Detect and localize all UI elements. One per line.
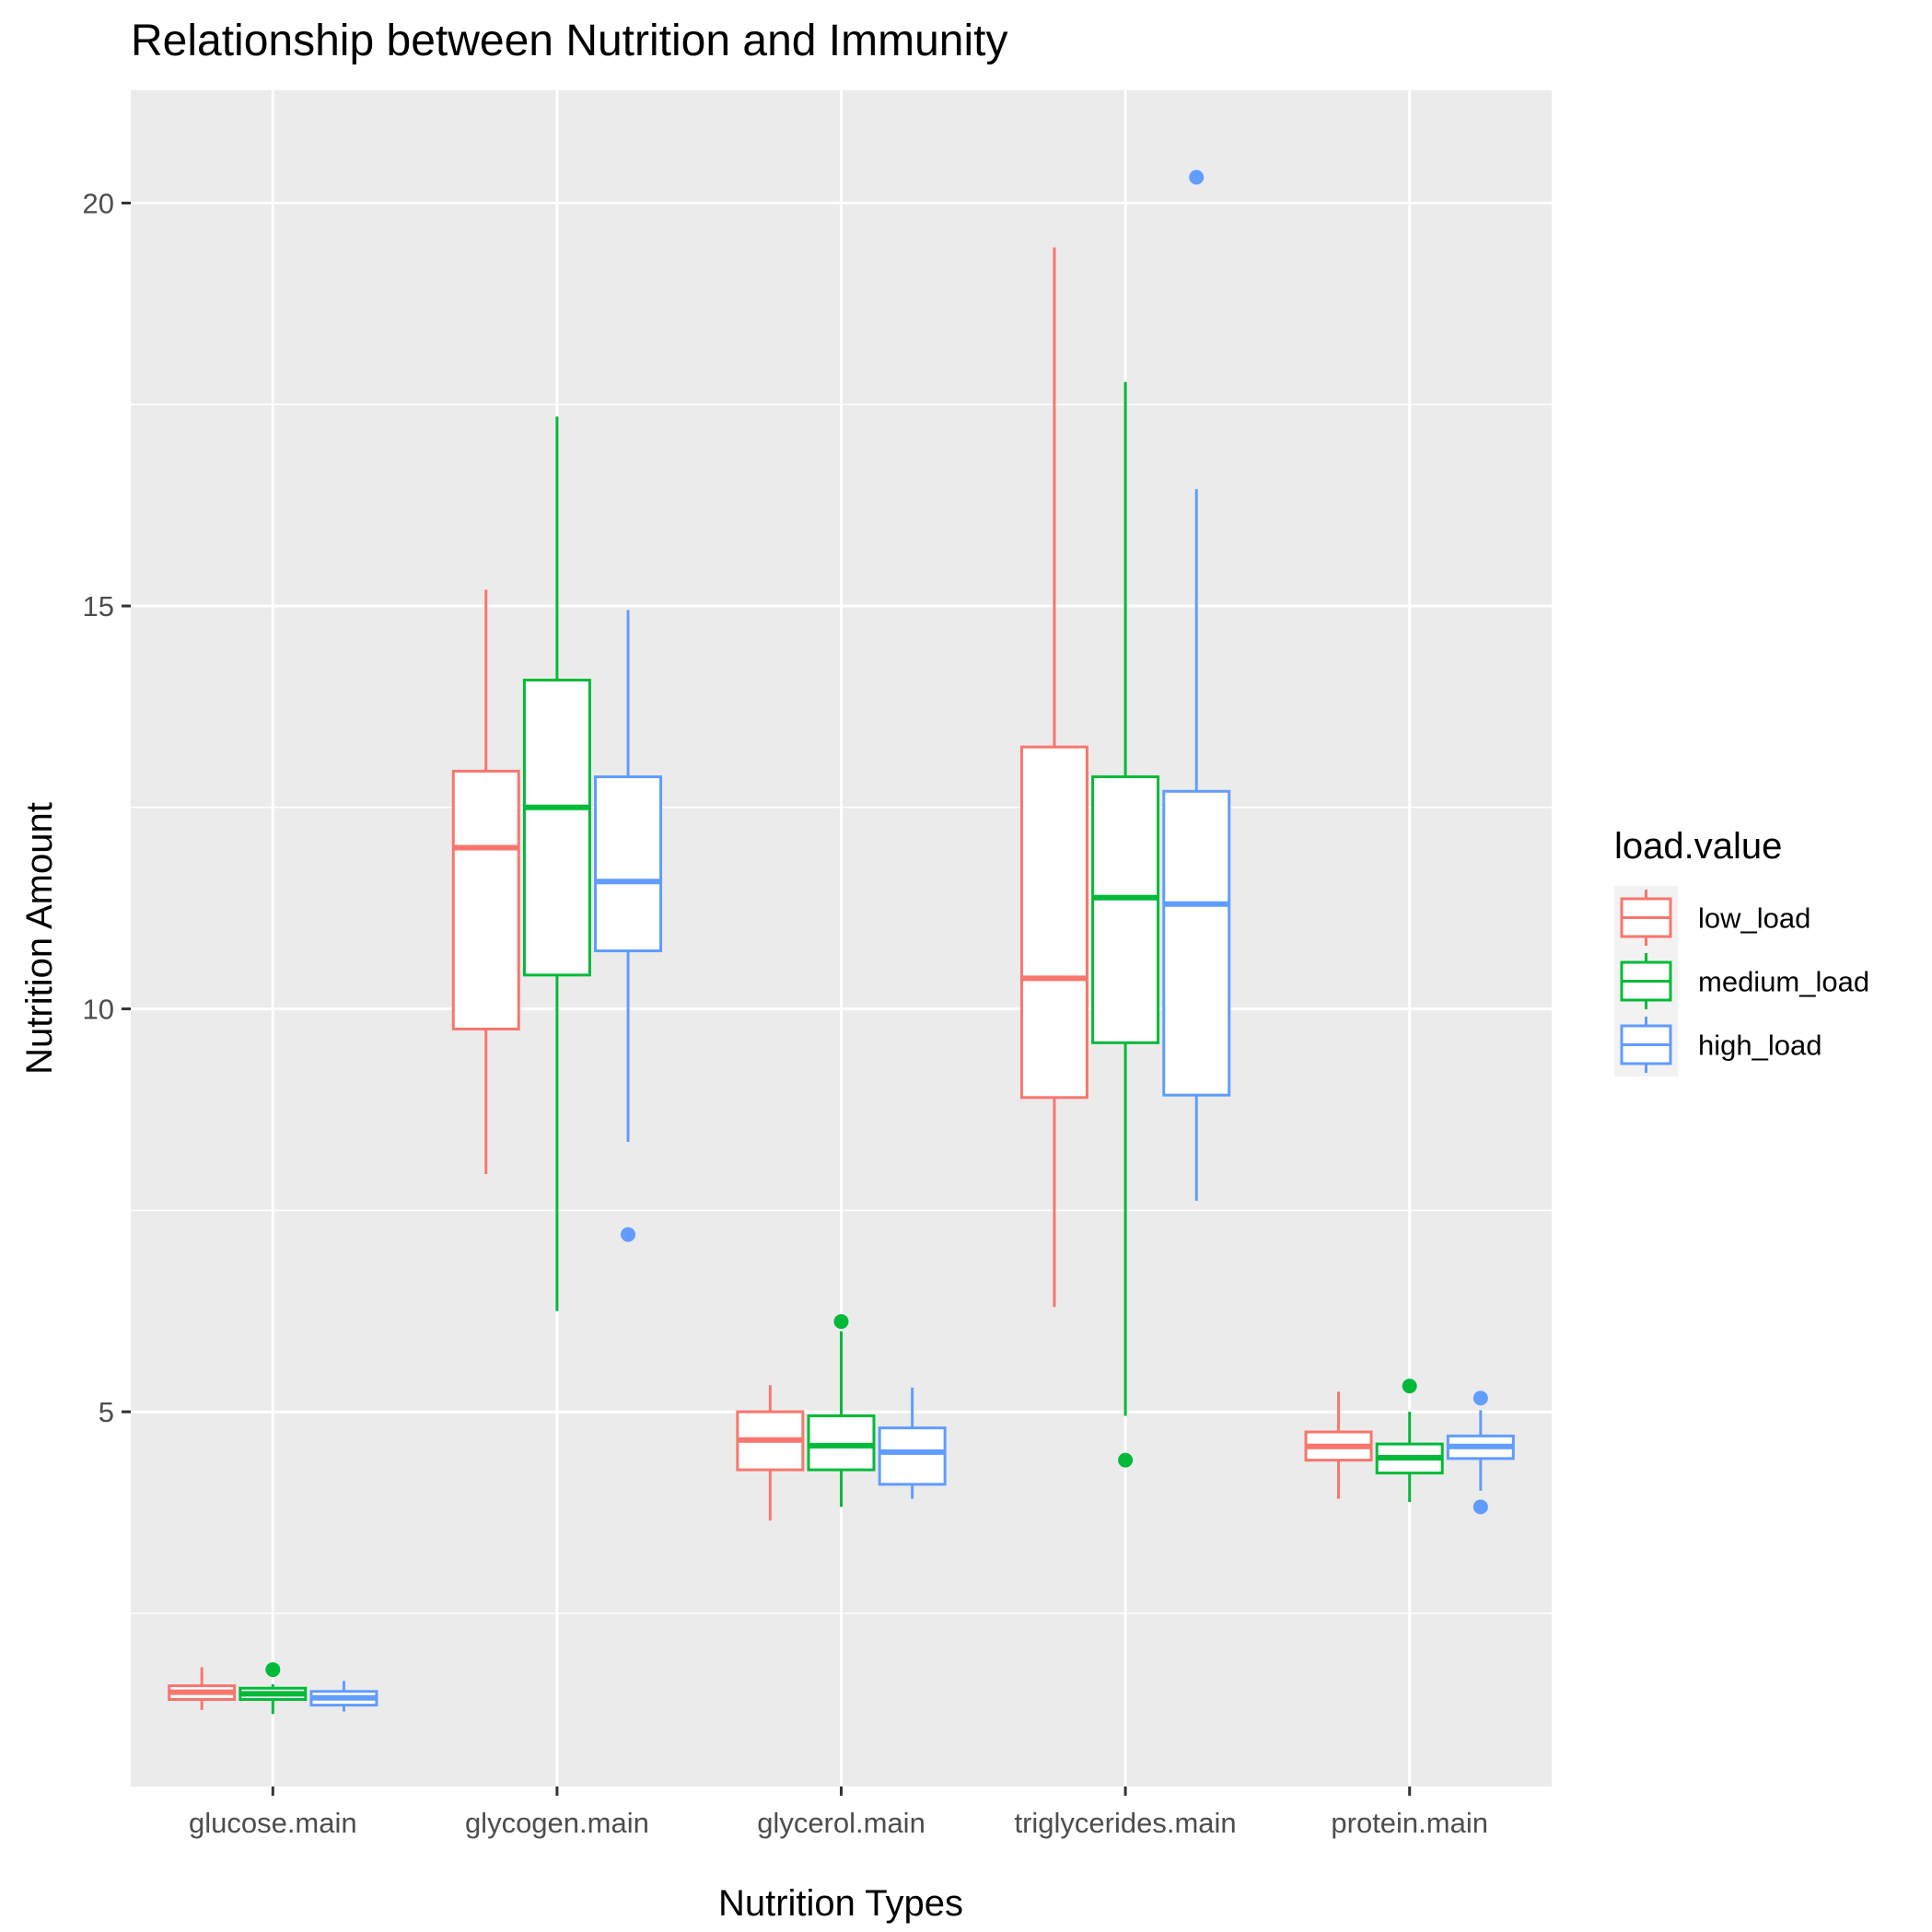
outlier-point (1472, 1499, 1488, 1515)
boxplot-low_load (451, 589, 520, 1174)
boxplot-high_load (309, 1681, 378, 1712)
outlier-point (1472, 1391, 1488, 1406)
y-tick-label: 20 (83, 188, 114, 220)
boxplot-medium_load (1091, 381, 1160, 1468)
box (1019, 745, 1088, 1100)
outlier-point (1189, 169, 1205, 185)
boxplot-high_load (1446, 1391, 1515, 1515)
boxplot-low_load (1019, 247, 1088, 1308)
x-tick-label: glucose.main (189, 1807, 357, 1839)
boxplot-medium_load (807, 1314, 876, 1507)
boxplot-high_load (1162, 169, 1231, 1201)
box (1091, 775, 1160, 1044)
y-axis-label: Nutrition Amount (19, 802, 60, 1075)
boxplot-medium_load (1375, 1379, 1444, 1503)
outlier-point (1402, 1379, 1417, 1394)
box (594, 775, 663, 953)
boxplot-medium_load (522, 416, 591, 1311)
box (1162, 789, 1231, 1097)
chart-title: Relationship between Nutrition and Immun… (131, 17, 1008, 65)
y-tick-label: 5 (99, 1396, 114, 1428)
boxplots (168, 169, 1515, 1715)
legend-title: load.value (1614, 826, 1782, 867)
x-tick-label: glycogen.main (465, 1807, 649, 1839)
outlier-point (833, 1314, 849, 1330)
outlier-point (1118, 1452, 1134, 1468)
box (451, 769, 520, 1030)
boxplot-high_load (878, 1387, 947, 1499)
boxplot-medium_load (239, 1662, 308, 1715)
x-tick-label: triglycerides.main (1014, 1807, 1236, 1839)
legend-item-high_load: high_load (1614, 1013, 1821, 1077)
x-axis-label: Nutrition Types (718, 1883, 963, 1924)
boxplot-low_load (736, 1385, 805, 1521)
legend-label: high_load (1698, 1030, 1821, 1062)
y-tick-label: 15 (83, 590, 114, 623)
boxplot-high_load (594, 610, 663, 1242)
y-tick-label: 10 (83, 994, 114, 1026)
outlier-point (265, 1662, 281, 1678)
outlier-point (621, 1227, 636, 1242)
box (522, 679, 591, 977)
boxplot-low_load (1304, 1391, 1373, 1499)
legend: load.value low_load medium_load high_load (1614, 826, 1869, 1077)
legend-label: medium_load (1698, 966, 1869, 998)
legend-item-medium_load: medium_load (1614, 949, 1869, 1013)
boxplot-low_load (168, 1667, 237, 1710)
box (878, 1426, 947, 1486)
legend-item-low_load: low_load (1614, 886, 1810, 949)
legend-label: low_load (1698, 902, 1810, 935)
x-tick-label: protein.main (1331, 1807, 1488, 1839)
axes: 5 10 15 20 glucose.main glycogen.main glycerol… (83, 188, 1488, 1839)
box (807, 1414, 876, 1472)
x-tick-label: glycerol.main (757, 1807, 925, 1839)
